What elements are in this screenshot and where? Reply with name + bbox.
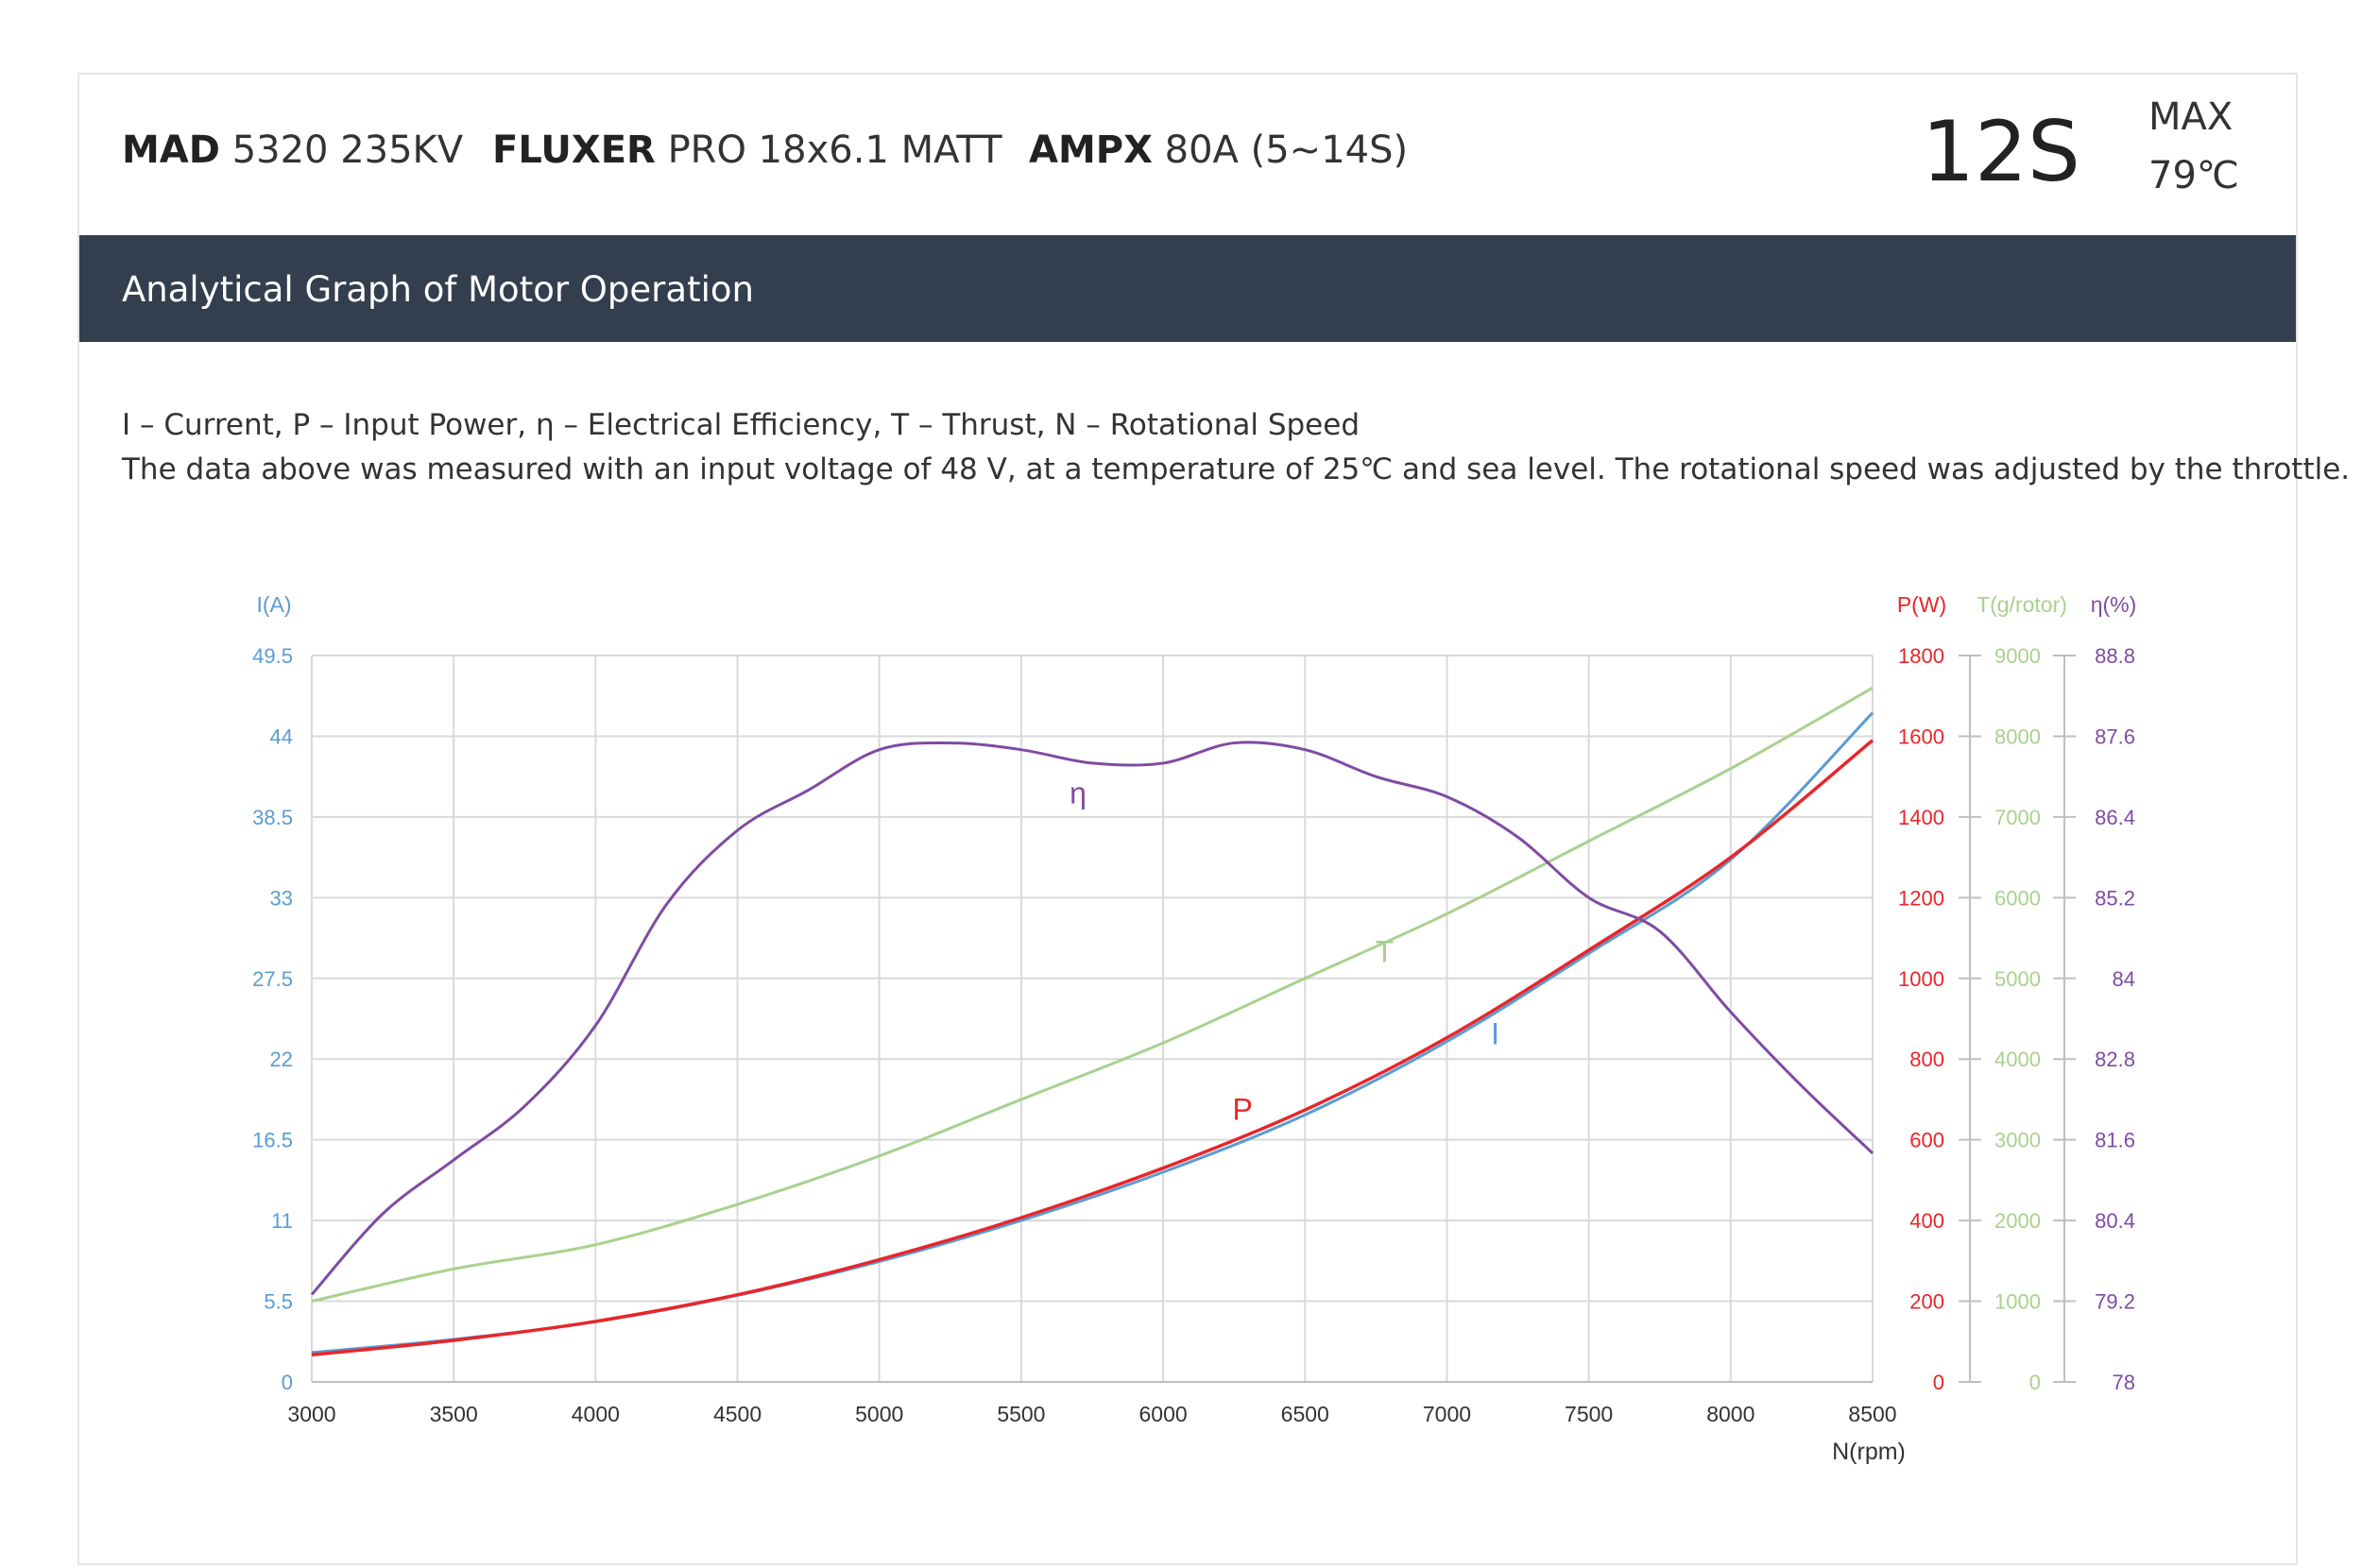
- x-tick-label: 5000: [855, 1402, 903, 1426]
- power-tick-label: 600: [1909, 1129, 1944, 1152]
- x-tick-label: 8500: [1848, 1402, 1896, 1426]
- efficiency-tick-label: 82.8: [2095, 1048, 2135, 1071]
- efficiency-series-line: [310, 741, 1874, 1296]
- esc-model: 80A (5~14S): [1164, 128, 1409, 172]
- efficiency-tick-label: 86.4: [2095, 806, 2135, 829]
- thrust-tick-label: 3000: [1994, 1129, 2041, 1152]
- motor-model: 5320 235KV: [231, 128, 464, 172]
- power-tick-label: 400: [1909, 1209, 1944, 1233]
- x-tick-label: 5500: [997, 1402, 1045, 1426]
- current-tick-label: 16.5: [252, 1129, 293, 1152]
- thrust-tick-label: 9000: [1994, 644, 2041, 668]
- efficiency-tick-label: 87.6: [2095, 724, 2135, 748]
- thrust-series-label: T: [1376, 935, 1395, 969]
- current-tick-label: 44: [270, 724, 293, 748]
- efficiency-tick-label: 78: [2113, 1371, 2135, 1394]
- efficiency-tick-label: 88.8: [2095, 644, 2135, 668]
- x-tick-label: 7000: [1423, 1402, 1471, 1426]
- prop-spec: FLUXER PRO 18x6.1 MATT: [492, 128, 1002, 172]
- power-series-line: [311, 739, 1874, 1357]
- efficiency-tick-label: 81.6: [2095, 1129, 2135, 1152]
- esc-spec: AMPX 80A (5~14S): [1029, 128, 1408, 172]
- current-tick-label: 22: [270, 1048, 293, 1071]
- current-tick-label: 5.5: [264, 1290, 293, 1314]
- thrust-tick-label: 4000: [1994, 1048, 2041, 1071]
- current-series-line: [311, 711, 1874, 1355]
- current-axis-title: I(A): [256, 592, 291, 617]
- power-series-label: P: [1233, 1092, 1253, 1126]
- motor-brand: MAD: [122, 128, 220, 172]
- section-band: Analytical Graph of Motor Operation: [79, 235, 2296, 342]
- thrust-tick-label: 5000: [1994, 967, 2041, 991]
- x-axis-title: N(rpm): [1832, 1439, 1906, 1465]
- esc-brand: AMPX: [1029, 128, 1153, 172]
- thrust-axis-title: T(g/rotor): [1977, 592, 2067, 617]
- current-tick-label: 49.5: [252, 644, 293, 668]
- x-tick-label: 3500: [430, 1402, 478, 1426]
- x-tick-label: 8000: [1706, 1402, 1754, 1426]
- efficiency-tick-label: 85.2: [2095, 886, 2135, 910]
- thrust-tick-label: 6000: [1994, 886, 2041, 910]
- abbreviation-legend: I – Current, P – Input Power, η – Electr…: [122, 408, 1360, 442]
- thrust-tick-label: 1000: [1994, 1290, 2041, 1314]
- x-tick-label: 3000: [287, 1402, 335, 1426]
- x-tick-label: 4500: [713, 1402, 762, 1426]
- thrust-tick-label: 2000: [1994, 1209, 2041, 1233]
- power-tick-label: 1800: [1898, 644, 1944, 668]
- power-tick-label: 800: [1909, 1048, 1944, 1071]
- thrust-tick-label: 7000: [1994, 806, 2041, 829]
- thrust-tick-label: 8000: [1994, 724, 2041, 748]
- efficiency-tick-label: 80.4: [2095, 1209, 2135, 1233]
- x-tick-label: 6500: [1281, 1402, 1329, 1426]
- x-tick-label: 7500: [1565, 1402, 1613, 1426]
- power-tick-label: 0: [1933, 1371, 1944, 1394]
- spec-header: MAD 5320 235KV FLUXER PRO 18x6.1 MATT AM…: [79, 75, 2296, 235]
- power-tick-label: 200: [1909, 1290, 1944, 1314]
- current-tick-label: 27.5: [252, 967, 293, 991]
- thrust-series-line: [311, 686, 1874, 1304]
- motor-spec: MAD 5320 235KV: [122, 128, 463, 172]
- current-tick-label: 0: [282, 1371, 293, 1394]
- efficiency-tick-label: 79.2: [2095, 1290, 2135, 1314]
- measurement-note: The data above was measured with an inpu…: [122, 452, 2351, 486]
- power-tick-label: 1400: [1898, 806, 1944, 829]
- current-tick-label: 11: [271, 1209, 293, 1233]
- current-tick-label: 33: [270, 886, 293, 910]
- efficiency-tick-label: 84: [2113, 967, 2135, 991]
- section-title: Analytical Graph of Motor Operation: [122, 269, 754, 310]
- efficiency-axis-title: η(%): [2091, 592, 2137, 617]
- efficiency-series-label: η: [1070, 776, 1087, 810]
- current-tick-label: 38.5: [252, 806, 293, 829]
- max-temp-value: 79℃: [2148, 154, 2239, 197]
- cell-count: 12S: [1922, 103, 2080, 200]
- current-series-label: I: [1491, 1017, 1499, 1051]
- prop-brand: FLUXER: [492, 128, 656, 172]
- power-tick-label: 1200: [1898, 886, 1944, 910]
- power-tick-label: 1000: [1898, 967, 1944, 991]
- power-axis-title: P(W): [1897, 592, 1946, 617]
- x-tick-label: 4000: [572, 1402, 620, 1426]
- prop-model: PRO 18x6.1 MATT: [667, 128, 1002, 172]
- motor-data-card: MAD 5320 235KV FLUXER PRO 18x6.1 MATT AM…: [77, 73, 2350, 1565]
- power-tick-label: 1600: [1898, 724, 1944, 748]
- x-tick-label: 6000: [1139, 1402, 1188, 1426]
- thrust-tick-label: 0: [2029, 1371, 2041, 1394]
- max-temp-label: MAX: [2148, 95, 2234, 139]
